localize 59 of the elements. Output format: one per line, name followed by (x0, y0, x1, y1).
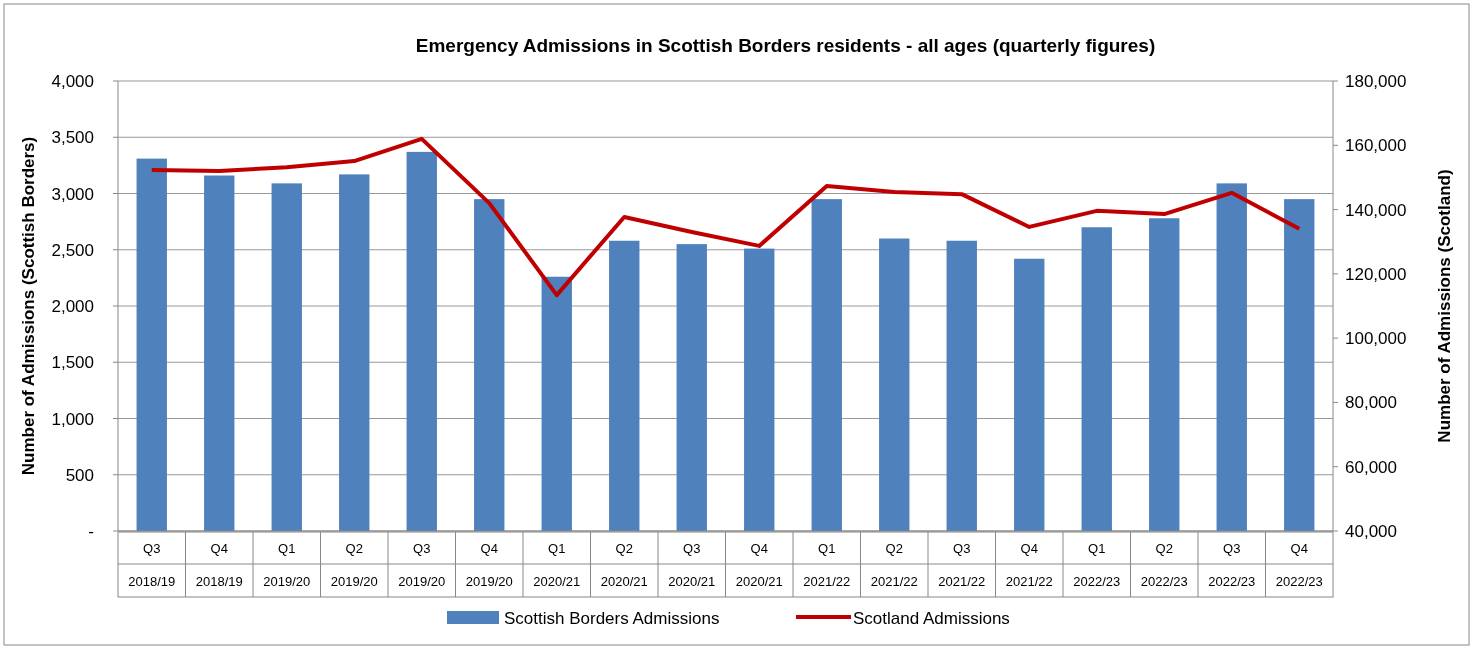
category-label: Q2 2021/22 (870, 541, 918, 589)
category-label: Q1 2020/21 (533, 541, 581, 589)
bar (1284, 199, 1315, 531)
line-series (149, 136, 1302, 298)
category-label: Q3 2018/19 (128, 541, 176, 589)
y-axis-title: Number of Admissions (Scottish Borders) (19, 136, 38, 476)
category-label: Q2 2019/20 (330, 541, 378, 589)
y2-tick-label: 140,000 (1345, 200, 1407, 220)
category-label: Q4 2022/23 (1275, 541, 1323, 589)
bar (609, 240, 640, 531)
bar (946, 240, 977, 531)
bar (474, 199, 505, 531)
bar (204, 175, 235, 531)
bar (136, 158, 167, 531)
bar (676, 244, 707, 531)
y2-tick-label: 180,000 (1345, 72, 1407, 91)
bar (1014, 258, 1045, 531)
category-label: Q4 2018/19 (195, 541, 243, 589)
category-label: Q1 2021/22 (803, 541, 851, 589)
legend-label: Scotland Admissions (853, 609, 1010, 628)
bar (541, 276, 572, 531)
y-tick-label: - (88, 522, 94, 541)
category-label: Q4 2020/21 (735, 541, 783, 589)
category-label: Q1 2022/23 (1073, 541, 1121, 589)
y-tick-label: 2,000 (51, 297, 94, 316)
y-tick-label: 3,000 (51, 184, 94, 204)
bar (1216, 183, 1247, 531)
y2-tick-label: 120,000 (1345, 264, 1407, 284)
bar (406, 151, 437, 531)
bar (879, 238, 910, 531)
y2-axis-title: Number of Admissions (Scotland) (1435, 169, 1454, 443)
category-label: Q2 2020/21 (600, 541, 648, 589)
y-tick-label: 2,500 (51, 240, 94, 260)
y-tick-label: 3,500 (51, 128, 94, 148)
y-tick-label: 1,000 (51, 409, 94, 429)
category-label: Q1 2019/20 (263, 541, 311, 589)
category-label: Q4 2019/20 (465, 541, 513, 589)
category-label: Q3 2020/21 (668, 541, 716, 589)
bar (339, 174, 370, 531)
y2-tick-label: 160,000 (1345, 136, 1407, 156)
bar (1081, 227, 1112, 531)
category-label: Q3 2021/22 (938, 541, 986, 589)
category-label: Q3 2022/23 (1208, 541, 1256, 589)
y2-tick-label: 60,000 (1345, 457, 1397, 477)
y-tick-label: 4,000 (51, 72, 94, 91)
category-label: Q2 2022/23 (1140, 541, 1188, 589)
y-tick-label: 500 (65, 465, 94, 485)
bar (1149, 218, 1180, 531)
bar (811, 199, 842, 531)
category-label: Q4 2021/22 (1005, 541, 1053, 589)
y2-tick-label: 80,000 (1345, 393, 1397, 413)
bar (271, 183, 302, 531)
y2-tick-label: 40,000 (1345, 522, 1397, 541)
chart-title: Emergency Admissions in Scottish Borders residents - all ages (quarterly figures) (415, 35, 1156, 56)
legend-label: Scottish Borders Admissions (504, 609, 720, 628)
y2-tick-label: 100,000 (1345, 329, 1407, 349)
y-tick-label: 1,500 (51, 353, 94, 373)
category-label: Q3 2019/20 (398, 541, 446, 589)
bar (744, 248, 775, 531)
